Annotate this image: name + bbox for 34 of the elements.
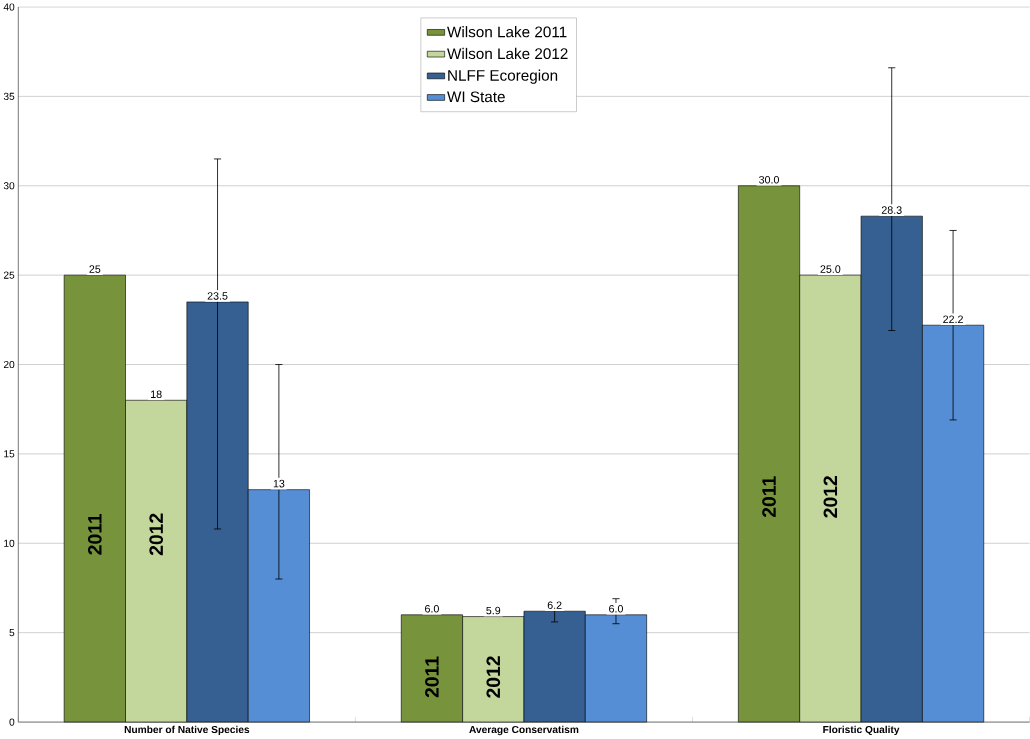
x-tick-label: Number of Native Species — [124, 725, 250, 736]
data-label: 28.3 — [881, 206, 902, 215]
data-label: 13 — [273, 480, 285, 488]
legend-label: Wilson Lake 2012 — [447, 48, 568, 60]
data-label: 25 — [89, 265, 101, 274]
y-tick-label: 35 — [3, 92, 15, 101]
y-tick-label: 20 — [3, 361, 15, 369]
annotation: 2012 — [149, 513, 164, 556]
y-tick-label: 0 — [9, 718, 15, 726]
annotation: 2012 — [486, 656, 501, 699]
x-tick-label: Floristic Quality — [823, 725, 900, 736]
y-tick-label: 25 — [3, 271, 15, 279]
data-label: 22.2 — [943, 315, 963, 324]
y-tick-label: 10 — [4, 539, 15, 548]
data-label: 6.0 — [425, 605, 439, 613]
annotation: 2011 — [425, 656, 439, 698]
legend-label: Wilson Lake 2011 — [447, 26, 567, 38]
y-tick-label: 30 — [3, 182, 15, 190]
data-label: 6.0 — [609, 605, 623, 613]
data-label: 5.9 — [486, 606, 501, 615]
data-label: 25.0 — [820, 265, 841, 274]
y-tick-label: 40 — [3, 3, 15, 11]
y-tick-label: 15 — [4, 450, 15, 458]
data-label: 23.5 — [207, 292, 228, 300]
data-label: 18 — [151, 390, 162, 399]
legend-label: NLFF Ecoregion — [448, 69, 558, 85]
annotation: 2012 — [823, 476, 838, 518]
legend-label: WI State — [447, 91, 505, 103]
data-label: 6.2 — [547, 601, 562, 610]
annotation: 2011 — [762, 476, 776, 518]
data-label: 30.0 — [759, 176, 779, 184]
annotation: 2011 — [87, 514, 102, 555]
x-tick-label: Average Conservatism — [469, 725, 579, 736]
y-tick-label: 5 — [9, 629, 15, 637]
